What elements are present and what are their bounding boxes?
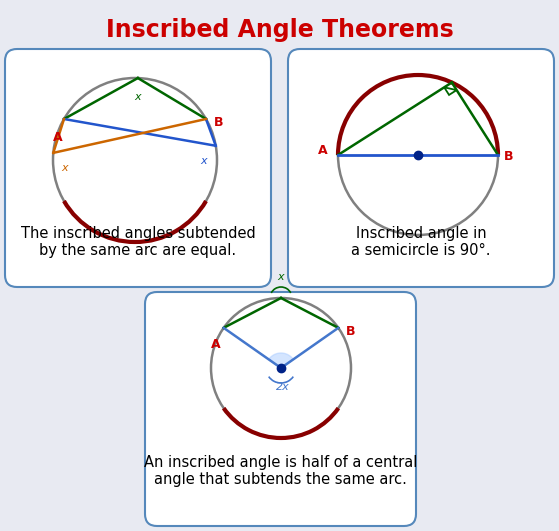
Text: x: x (135, 92, 141, 102)
Text: B: B (347, 326, 356, 338)
Text: 2x: 2x (276, 382, 290, 392)
FancyBboxPatch shape (5, 49, 271, 287)
Text: Inscribed angle in
a semicircle is 90°.: Inscribed angle in a semicircle is 90°. (351, 226, 491, 259)
Text: Inscribed Angle Theorems: Inscribed Angle Theorems (106, 18, 453, 42)
Text: B: B (504, 150, 514, 164)
Text: A: A (53, 131, 63, 144)
Text: x: x (278, 272, 285, 282)
Text: A: A (211, 338, 220, 351)
Polygon shape (269, 353, 293, 368)
Text: An inscribed angle is half of a central
angle that subtends the same arc.: An inscribed angle is half of a central … (144, 455, 417, 487)
FancyBboxPatch shape (145, 292, 416, 526)
Text: A: A (319, 144, 328, 158)
Text: B: B (214, 116, 224, 130)
Text: The inscribed angles subtended
by the same arc are equal.: The inscribed angles subtended by the sa… (21, 226, 255, 259)
Text: x: x (201, 156, 207, 166)
FancyBboxPatch shape (288, 49, 554, 287)
Text: x: x (61, 163, 68, 173)
